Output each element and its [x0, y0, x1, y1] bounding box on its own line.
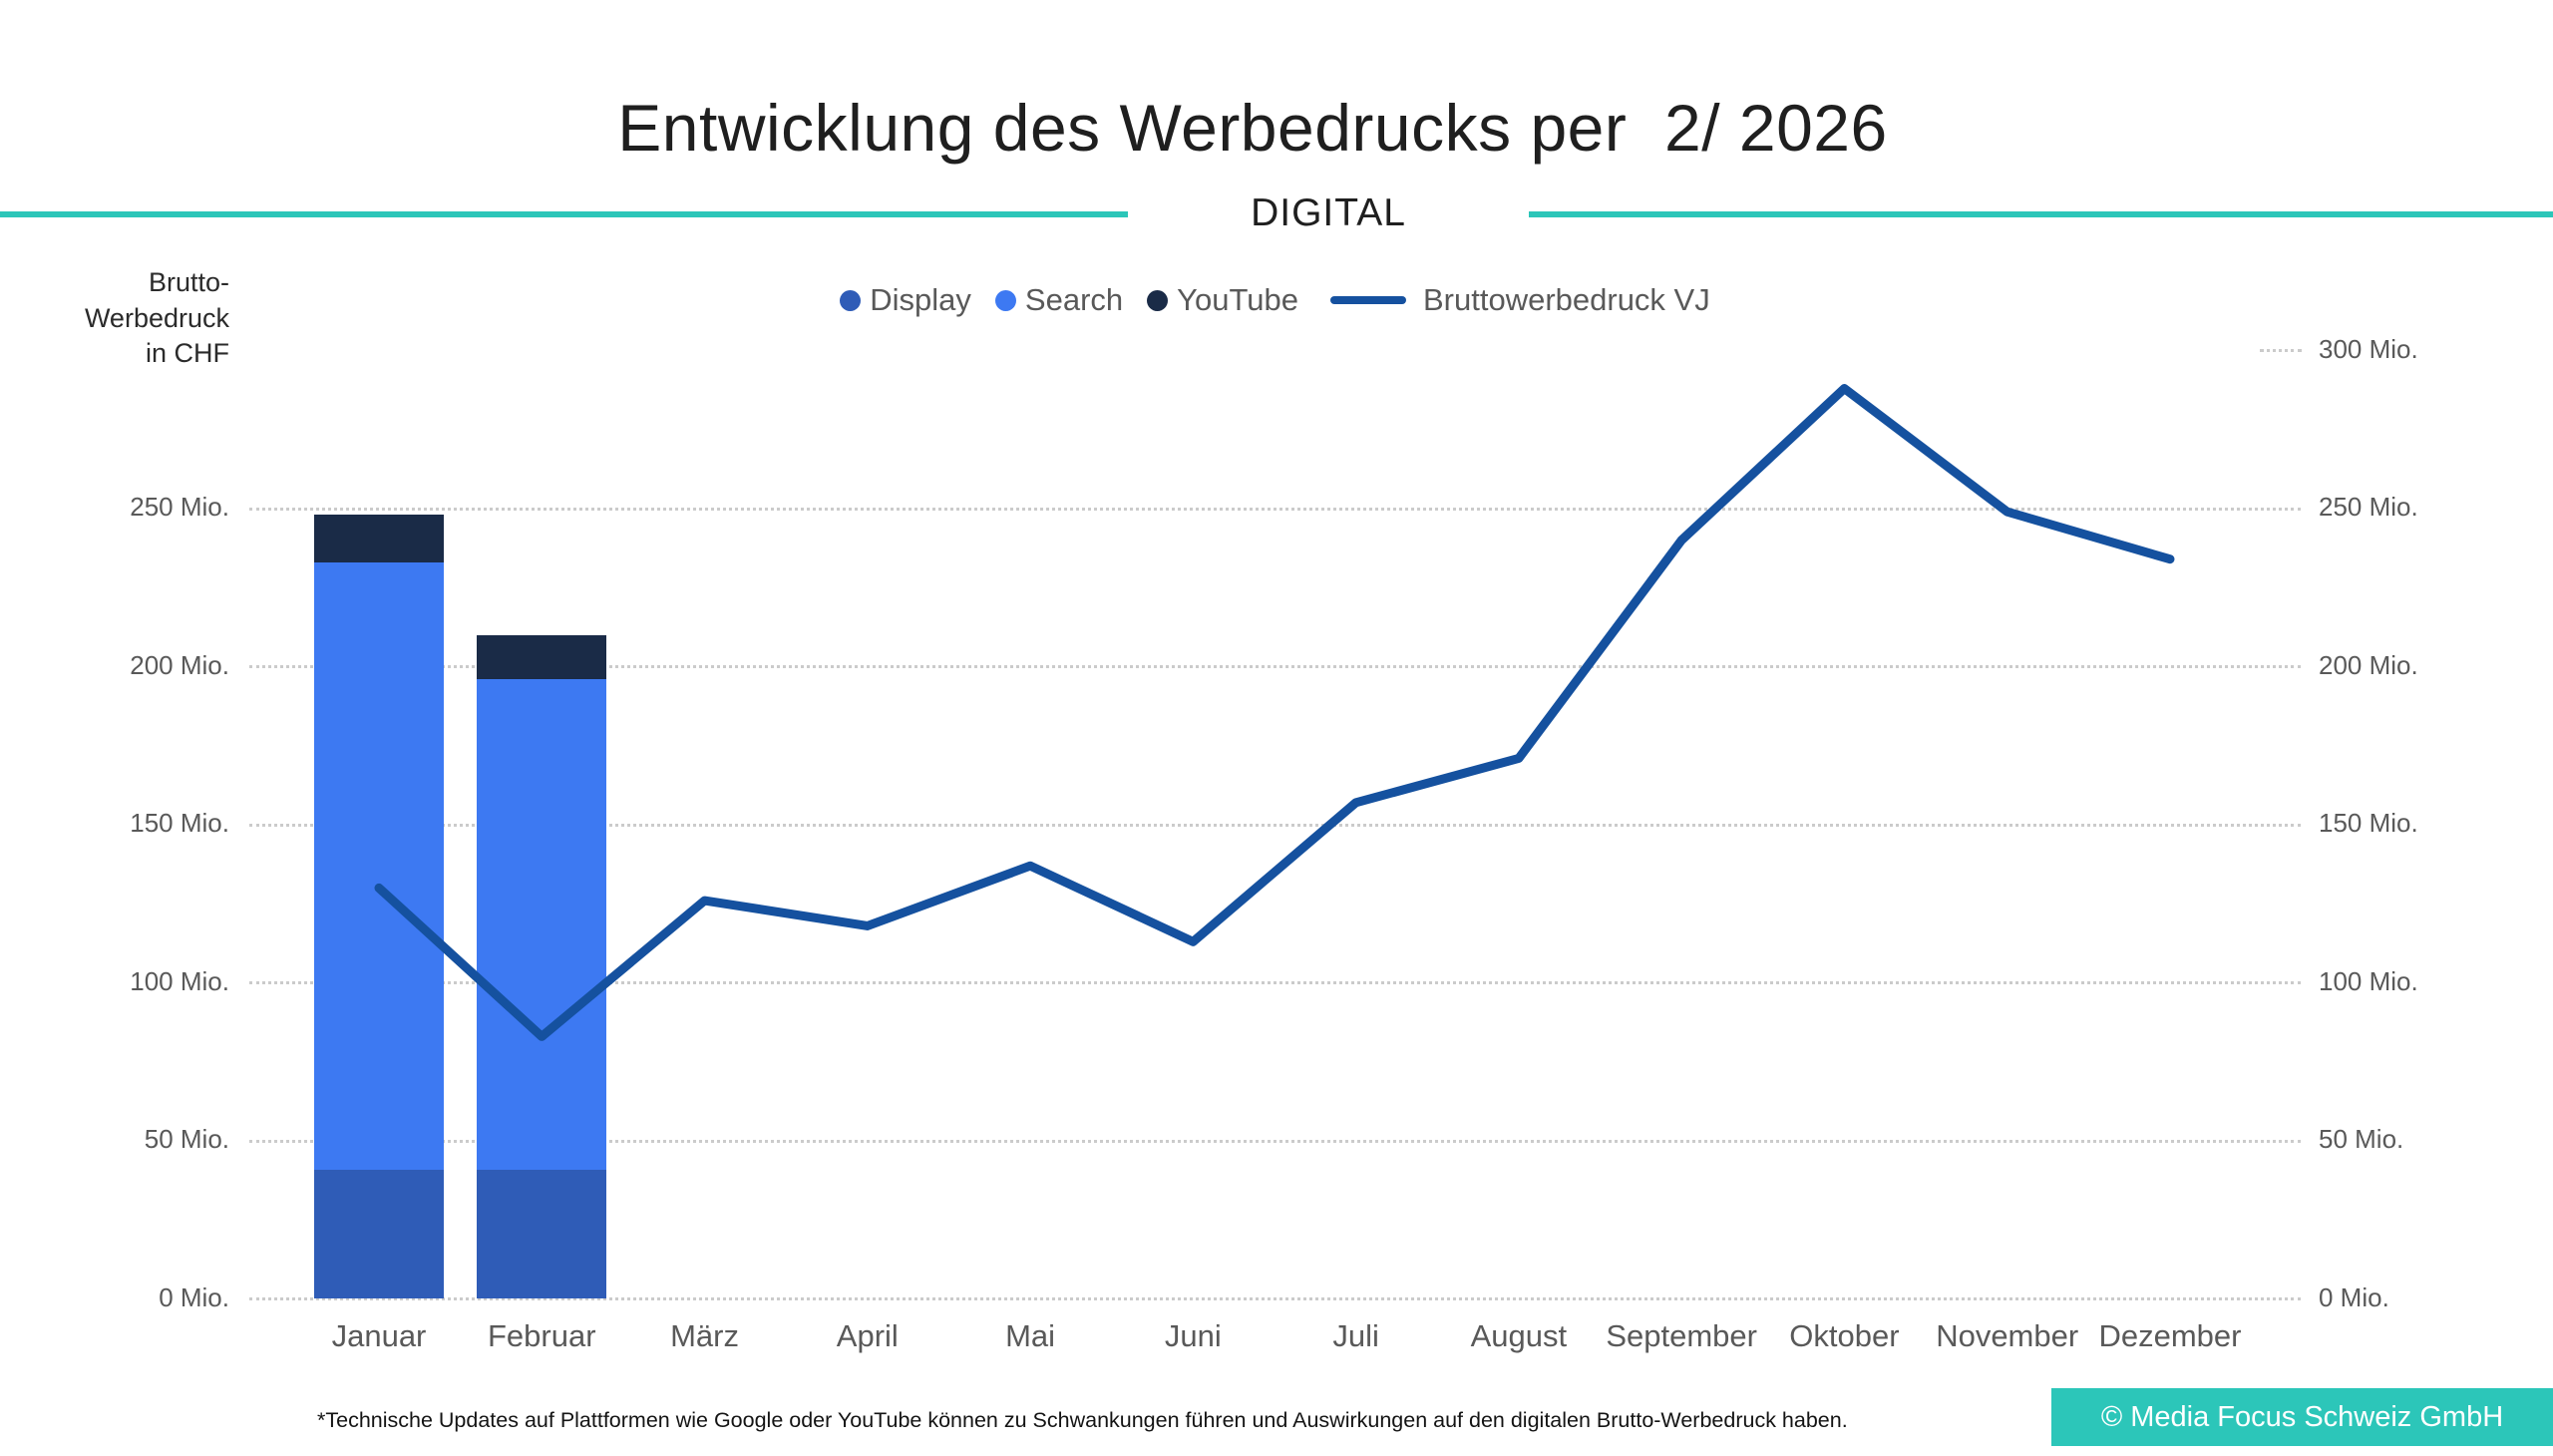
gridline-stub-300 — [2260, 349, 2302, 352]
y-axis-title: Brutto- Werbedruck in CHF — [40, 265, 229, 372]
gridline-0 — [249, 1297, 2301, 1300]
x-axis-label-juni: Juni — [1164, 1318, 1222, 1353]
x-axis-label-mai: Mai — [1005, 1318, 1056, 1353]
stacked-bar-februar — [477, 634, 607, 1299]
y-axis-title-line2: Werbedruck — [84, 302, 229, 333]
y-axis-tick-right: 150 Mio. — [2319, 808, 2418, 838]
page-title: Entwicklung des Werbedrucks per 2/ 2026 — [617, 91, 1888, 165]
x-axis-label-november: November — [1936, 1318, 2079, 1353]
legend-dot-icon — [840, 289, 862, 311]
y-axis-tick-right: 0 Mio. — [2319, 1281, 2389, 1312]
y-axis-tick-right: 250 Mio. — [2319, 492, 2418, 522]
gridline-250 — [249, 507, 2301, 511]
legend-label: YouTube — [1177, 282, 1298, 317]
y-axis-tick-left: 0 Mio. — [159, 1281, 229, 1312]
legend-dot-icon — [994, 289, 1016, 311]
y-axis-tick-left: 250 Mio. — [130, 492, 229, 522]
x-axis-label-juli: Juli — [1332, 1318, 1379, 1353]
x-axis-label-august: August — [1470, 1318, 1568, 1353]
legend-item-bruttowerbedruck-vj: Bruttowerbedruck VJ — [1322, 282, 1710, 318]
y-axis-tick-right: 200 Mio. — [2319, 649, 2418, 680]
gridline-50 — [249, 1139, 2301, 1143]
x-axis-label-september: September — [1606, 1318, 1757, 1353]
x-axis-label-dezember: Dezember — [2098, 1318, 2242, 1353]
y-axis-tick-left: 100 Mio. — [130, 965, 229, 996]
stacked-bar-januar — [314, 515, 444, 1299]
x-axis-label-märz: März — [670, 1318, 739, 1353]
vj-line — [374, 384, 2175, 1041]
teal-divider-left — [0, 211, 1128, 217]
x-axis-label-januar: Januar — [331, 1318, 427, 1353]
legend-item-youtube: YouTube — [1147, 282, 1298, 318]
legend-item-search: Search — [994, 282, 1124, 318]
page-subtitle: DIGITAL — [1251, 191, 1406, 234]
y-axis-tick-left: 50 Mio. — [144, 1124, 229, 1154]
bar-segment-search — [314, 561, 444, 1170]
bar-segment-display — [477, 1169, 607, 1299]
legend-label: Bruttowerbedruck VJ — [1422, 282, 1710, 317]
legend-dot-icon — [1147, 289, 1169, 311]
bar-segment-search — [477, 679, 607, 1170]
y-axis-tick-right: 300 Mio. — [2319, 333, 2418, 364]
footnote: *Technische Updates auf Plattformen wie … — [317, 1408, 1848, 1432]
legend-line-icon — [1329, 296, 1406, 304]
teal-divider-right — [1529, 211, 2553, 217]
x-axis-label-april: April — [836, 1318, 899, 1353]
bar-segment-display — [314, 1169, 444, 1299]
y-axis-tick-right: 50 Mio. — [2319, 1124, 2404, 1154]
x-axis-label-februar: Februar — [487, 1318, 596, 1353]
bar-segment-youtube — [314, 515, 444, 562]
legend-label: Display — [870, 282, 971, 317]
x-axis-label-oktober: Oktober — [1789, 1318, 1900, 1353]
copyright-badge: © Media Focus Schweiz GmbH — [2051, 1388, 2553, 1446]
bar-segment-youtube — [477, 634, 607, 680]
y-axis-tick-left: 200 Mio. — [130, 649, 229, 680]
y-axis-title-line3: in CHF — [145, 338, 229, 369]
chart-legend: Display Search YouTube Bruttowerbedruck VJ — [249, 282, 2301, 318]
legend-item-display: Display — [840, 282, 971, 318]
y-axis-tick-left: 150 Mio. — [130, 808, 229, 838]
y-axis-title-line1: Brutto- — [148, 267, 229, 297]
y-axis-tick-right: 100 Mio. — [2319, 965, 2418, 996]
legend-label: Search — [1024, 282, 1124, 317]
